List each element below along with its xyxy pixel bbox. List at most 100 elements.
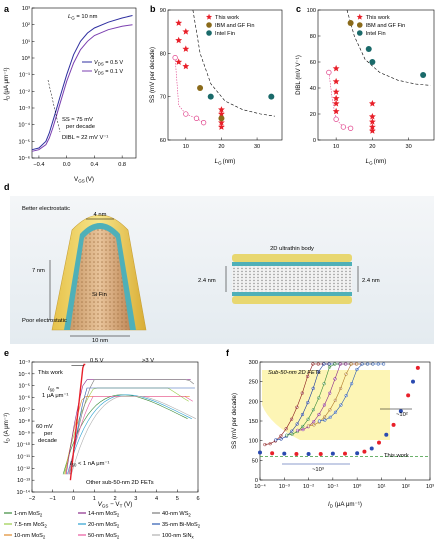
- e-curve-4: [67, 394, 192, 475]
- panel-c-x-label: LG(nm): [366, 158, 387, 166]
- a-xtick-label: 0.8: [118, 162, 126, 168]
- b-this-work-point: [182, 62, 190, 70]
- fin-atoms: [70, 229, 130, 330]
- f-this-work-point: [415, 365, 420, 370]
- c-intel-point: [365, 46, 372, 52]
- b-ytick-label: 80: [160, 51, 166, 57]
- f-this-work-point: [270, 451, 275, 456]
- panel-b-axes: [167, 9, 283, 141]
- panel-e-slope: 60 mV: [36, 424, 53, 430]
- f-this-work-point: [377, 440, 381, 445]
- c-this-work-point: [368, 100, 376, 107]
- f-this-work-point: [406, 393, 411, 398]
- panel-c-marks: [326, 9, 431, 134]
- c-pink-point: [333, 116, 339, 122]
- b-ytick-label: 70: [160, 95, 166, 101]
- panel-label-a: a: [4, 4, 10, 14]
- f-xtick-label: 10⁻¹: [327, 484, 338, 490]
- c-ytick-label: 40: [310, 86, 316, 92]
- e-ytick-label: 10⁻⁶: [19, 394, 30, 401]
- fin-7nm-label: 7 nm: [32, 268, 45, 274]
- panel-b-ticks: 60 70 80 90 10 20 30: [160, 8, 260, 150]
- e-ytick-label: 10⁻¹⁴: [17, 489, 31, 496]
- body-24nm-right: 2.4 nm: [362, 278, 380, 284]
- f-ytick-label: 100: [249, 439, 258, 445]
- f-this-work-point: [343, 451, 347, 456]
- e-legend-label-5: 50-nm MoS2: [88, 533, 120, 540]
- f-ytick-label: 50: [252, 458, 258, 464]
- e-xtick-label: 0: [72, 496, 75, 502]
- e-ytick-label: 10⁻⁹: [18, 430, 30, 437]
- panel-a-y-ticks: 10⁻⁶ 10⁻⁵ 10⁻⁴ 10⁻³ 10⁻² 10⁻¹ 10⁰ 10¹ 10² 10³: [18, 6, 35, 162]
- b-this-work-point: [218, 106, 225, 113]
- b-trend-line: [192, 9, 275, 117]
- b-intel-point: [268, 93, 275, 100]
- a-ytick-label: 10⁻¹: [19, 73, 30, 79]
- panel-a-dibl: DIBL ≈ 22 mV V⁻¹: [62, 135, 108, 141]
- panel-b-legend: This work IBM and GF Fin Intel Fin: [206, 13, 255, 37]
- b-this-work-point: [182, 45, 190, 52]
- legend-vds05: VDS = 0.5 V: [94, 60, 123, 67]
- a-ytick-label: 10⁰: [22, 55, 31, 62]
- body-24nm-left: 2.4 nm: [198, 278, 216, 284]
- e-legend-label-0: 1-nm MoS2: [14, 511, 43, 518]
- c-xtick-label: 20: [369, 144, 375, 150]
- legend-vds01: VDS = 0.1 V: [94, 69, 123, 76]
- panel-f-curves: [258, 362, 430, 457]
- c-this-work-point: [368, 123, 376, 130]
- a-ytick-label: 10¹: [22, 39, 30, 45]
- panel-label-d: d: [4, 182, 10, 192]
- c-this-work-point: [332, 94, 340, 102]
- c-ytick-label: 0: [313, 138, 316, 144]
- f-xtick-label: 10⁻⁴: [254, 483, 266, 490]
- panel-a-x-label: VGS(V): [74, 176, 94, 184]
- e-curve-7: [70, 387, 195, 475]
- e-legend-label-4: 20-nm MoS2: [88, 522, 120, 529]
- e-ytick-label: 10⁻¹²: [17, 466, 30, 472]
- f-this-work-point: [411, 379, 415, 384]
- a-ytick-label: 10²: [22, 23, 30, 29]
- fin-4nm-label: 4 nm: [94, 212, 107, 218]
- e-xtick-label: 5: [176, 496, 179, 502]
- f-ytick-label: 250: [249, 380, 258, 386]
- b-legend-marker-ibm: [206, 22, 212, 28]
- c-this-work-point: [332, 88, 340, 95]
- f-this-work-point: [384, 432, 389, 437]
- panel-a-series: [31, 15, 133, 152]
- panel-f-y-label: SS (mV per decade): [231, 393, 238, 449]
- c-legend-marker-ibm: [356, 22, 363, 28]
- panel-a-legend: VDS = 0.5 V VDS = 0.1 V: [82, 60, 123, 76]
- f-this-work-point: [282, 451, 287, 456]
- f-fet-curve-5: [319, 363, 384, 422]
- c-xtick-label: 10: [333, 144, 339, 150]
- f-this-work-point: [294, 452, 299, 457]
- e-xtick-label: 6: [196, 496, 199, 502]
- panel-a-axes: [31, 7, 137, 159]
- label-better-electrostatic: Better electrostatic: [22, 206, 70, 212]
- panel-f-this-work: This work: [384, 453, 409, 459]
- a-series-line-1: [31, 24, 133, 152]
- panel-a: a 10⁻⁶ 10⁻⁵ 10⁻⁴ 10⁻³ 10⁻² 10⁻¹ 10⁰ 10¹ 10² 10³ −…: [3, 4, 137, 184]
- b-pink-point: [193, 115, 200, 121]
- panel-label-e: e: [4, 348, 9, 358]
- c-this-work-point: [332, 100, 340, 107]
- f-this-work-point: [258, 450, 262, 455]
- e-xtick-label: −2: [29, 496, 35, 502]
- a-ytick-label: 10⁻⁵: [19, 138, 31, 145]
- c-this-work-point: [332, 64, 340, 72]
- e-xtick-label: 3: [134, 496, 137, 502]
- c-legend-this-work: This work: [366, 15, 390, 21]
- c-trend-line: [346, 9, 431, 86]
- panel-c-ticks: 0 20 40 60 80 100 10 20 30: [307, 8, 412, 150]
- panel-d: d: [4, 182, 434, 344]
- c-legend-intel: Intel Fin: [366, 31, 386, 37]
- panel-c: c 0 20 40 60 80 100 10 20 30 DIBL (mV V⁻¹) LG(nm…: [295, 4, 435, 166]
- b-pink-point: [200, 120, 207, 126]
- c-ytick-label: 100: [307, 8, 316, 14]
- c-this-work-point: [368, 127, 376, 134]
- panel-f-sub50: Sub-50-nm 2D FETs: [268, 370, 321, 376]
- a-ytick-label: 10⁻⁶: [19, 155, 30, 162]
- f-this-work-point: [318, 452, 323, 457]
- c-this-work-point: [368, 118, 376, 125]
